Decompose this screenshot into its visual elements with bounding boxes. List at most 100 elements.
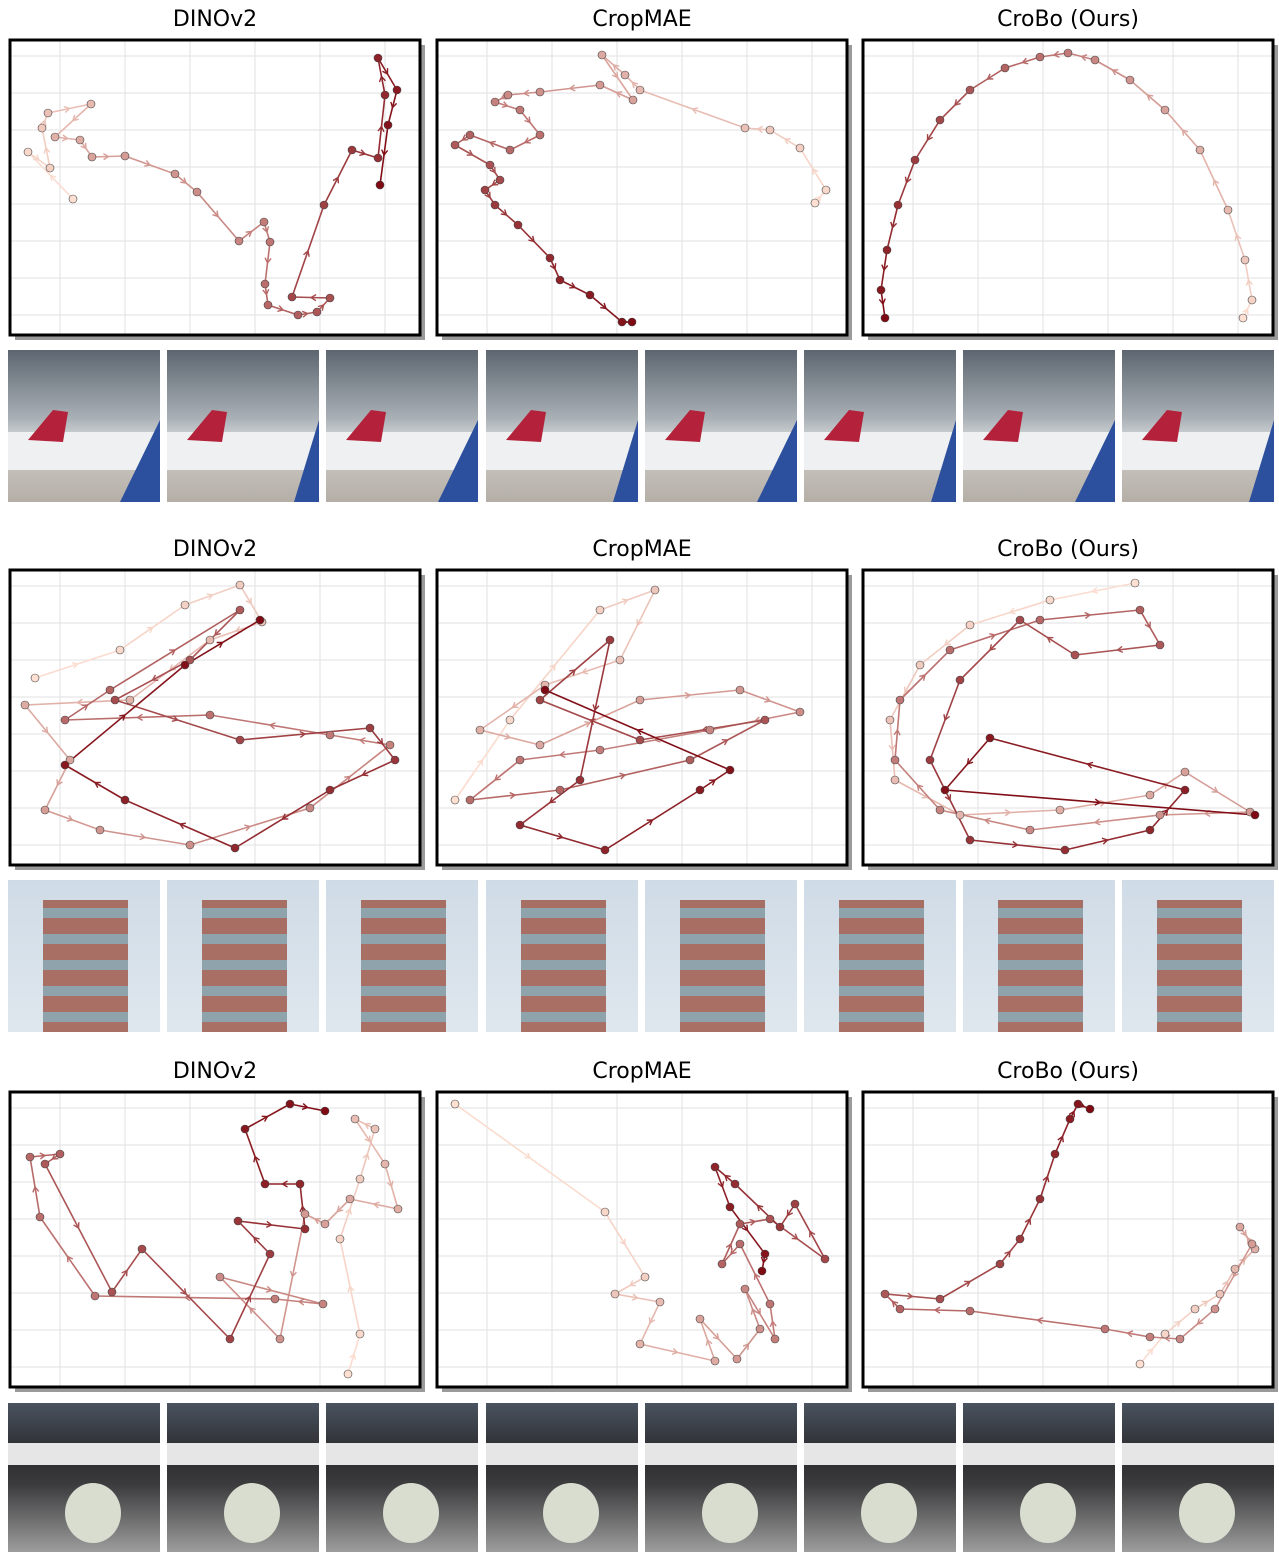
photo-stripe bbox=[521, 960, 606, 970]
trajectory-point bbox=[516, 821, 524, 829]
trajectory-point bbox=[236, 606, 244, 614]
trajectory-point bbox=[636, 736, 644, 744]
trajectory-point bbox=[996, 1260, 1004, 1268]
trajectory-point bbox=[1239, 314, 1247, 322]
trajectory-point bbox=[466, 131, 474, 139]
trajectory-point bbox=[726, 766, 734, 774]
chart-title: CroBo (Ours) bbox=[997, 537, 1139, 562]
chart-bg bbox=[10, 40, 420, 335]
photo-counter bbox=[167, 1443, 319, 1465]
trajectory-point bbox=[294, 311, 302, 319]
trajectory-point bbox=[506, 146, 514, 154]
photo-stripe bbox=[998, 1012, 1083, 1022]
chart-title: CropMAE bbox=[592, 537, 691, 562]
photo-stripe bbox=[839, 934, 924, 944]
chart-bg bbox=[863, 570, 1273, 865]
photo-stripe bbox=[361, 986, 446, 996]
trajectory-point bbox=[393, 86, 401, 94]
trajectory-point bbox=[108, 1288, 116, 1296]
trajectory-chart: CroBo (Ours) bbox=[863, 7, 1278, 340]
trajectory-point bbox=[306, 804, 314, 812]
trajectory-point bbox=[601, 846, 609, 854]
trajectory-point bbox=[116, 646, 124, 654]
trajectory-point bbox=[736, 1240, 744, 1248]
photo-stripe bbox=[521, 986, 606, 996]
photo-stripe bbox=[202, 986, 287, 996]
trajectory-point bbox=[1046, 596, 1054, 604]
trajectory-point bbox=[394, 1205, 402, 1213]
photo-counter bbox=[804, 1443, 956, 1465]
trajectory-point bbox=[598, 51, 606, 59]
trajectory-point bbox=[556, 276, 564, 284]
trajectory-point bbox=[1051, 1150, 1059, 1158]
trajectory-point bbox=[491, 201, 499, 209]
photo-stripe bbox=[839, 908, 924, 918]
photo-stripe bbox=[839, 960, 924, 970]
trajectory-point bbox=[376, 181, 384, 189]
trajectory-point bbox=[1176, 1335, 1184, 1343]
photo-stripe bbox=[839, 1012, 924, 1022]
photo-stripe bbox=[998, 908, 1083, 918]
trajectory-point bbox=[936, 806, 944, 814]
chart-title: DINOv2 bbox=[173, 537, 257, 562]
trajectory-point bbox=[636, 86, 644, 94]
photo-counter bbox=[486, 1443, 638, 1465]
trajectory-point bbox=[1066, 1115, 1074, 1123]
trajectory-point bbox=[348, 146, 356, 154]
trajectory-point bbox=[321, 1107, 329, 1115]
trajectory-point bbox=[44, 109, 52, 117]
trajectory-point bbox=[1086, 1105, 1094, 1113]
trajectory-point bbox=[286, 1100, 294, 1108]
trajectory-point bbox=[1136, 1360, 1144, 1368]
trajectory-point bbox=[1036, 616, 1044, 624]
trajectory-point bbox=[356, 1330, 364, 1338]
trajectory-chart: CropMAE bbox=[437, 537, 852, 870]
trajectory-point bbox=[271, 1295, 279, 1303]
trajectory-point bbox=[138, 1245, 146, 1253]
trajectory-point bbox=[46, 164, 54, 172]
trajectory-point bbox=[326, 786, 334, 794]
trajectory-point bbox=[731, 1180, 739, 1188]
trajectory-point bbox=[321, 1220, 329, 1228]
trajectory-point bbox=[894, 201, 902, 209]
trajectory-point bbox=[26, 1153, 34, 1161]
trajectory-point bbox=[61, 716, 69, 724]
trajectory-point bbox=[516, 756, 524, 764]
trajectory-point bbox=[811, 199, 819, 207]
photo-stripe bbox=[202, 908, 287, 918]
trajectory-chart: DINOv2 bbox=[10, 537, 425, 870]
trajectory-point bbox=[756, 1325, 764, 1333]
trajectory-chart: CropMAE bbox=[437, 7, 852, 340]
trajectory-point bbox=[384, 121, 392, 129]
trajectory-point bbox=[881, 314, 889, 322]
photo-arm bbox=[1020, 1483, 1076, 1543]
trajectory-point bbox=[956, 811, 964, 819]
photo-stripe bbox=[680, 934, 765, 944]
chart-bg bbox=[863, 40, 1273, 335]
trajectory-point bbox=[576, 776, 584, 784]
photo-stripe bbox=[998, 960, 1083, 970]
photo-arm bbox=[383, 1483, 439, 1543]
trajectory-point bbox=[1036, 53, 1044, 61]
trajectory-point bbox=[313, 308, 321, 316]
trajectory-chart: CropMAE bbox=[437, 1059, 852, 1392]
trajectory-point bbox=[1036, 1195, 1044, 1203]
trajectory-point bbox=[886, 716, 894, 724]
trajectory-point bbox=[758, 1267, 766, 1275]
trajectory-point bbox=[636, 696, 644, 704]
trajectory-point bbox=[206, 711, 214, 719]
trajectory-point bbox=[76, 136, 84, 144]
trajectory-point bbox=[926, 756, 934, 764]
photo-stripe bbox=[361, 1012, 446, 1022]
photo-stripe bbox=[361, 960, 446, 970]
trajectory-point bbox=[1251, 811, 1259, 819]
trajectory-point bbox=[741, 124, 749, 132]
trajectory-point bbox=[611, 1290, 619, 1298]
trajectory-point bbox=[536, 88, 544, 96]
trajectory-point bbox=[41, 1160, 49, 1168]
trajectory-point bbox=[1224, 206, 1232, 214]
trajectory-point bbox=[736, 1220, 744, 1228]
chart-title: DINOv2 bbox=[173, 1059, 257, 1084]
trajectory-point bbox=[986, 734, 994, 742]
trajectory-point bbox=[771, 1335, 779, 1343]
